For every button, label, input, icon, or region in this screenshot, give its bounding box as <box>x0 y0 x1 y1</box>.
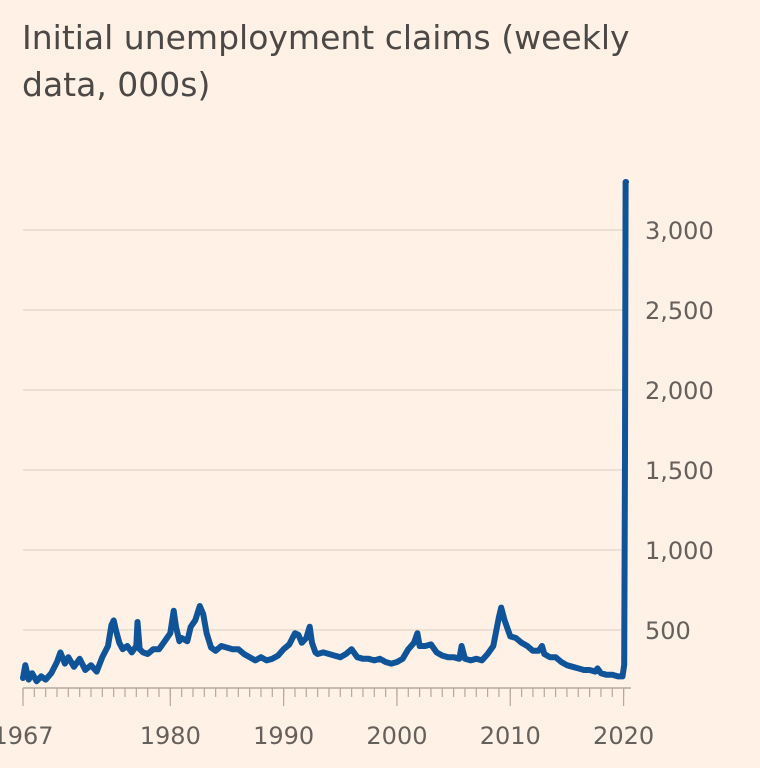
series-layer <box>20 179 630 685</box>
series-line-0 <box>20 179 630 685</box>
y-tick-label: 3,000 <box>645 217 714 245</box>
x-tick-label: 2010 <box>480 722 541 750</box>
x-axis: 1967 1980 1990 2000 2010 2020 <box>0 687 654 750</box>
y-tick-label: 1,000 <box>645 537 714 565</box>
chart-title: Initial unemployment claims (weekly data… <box>22 18 630 104</box>
x-tick-label: 1980 <box>140 722 201 750</box>
y-tick-label: 2,500 <box>645 297 714 325</box>
y-axis-tick-labels: 500 1,000 1,500 2,000 2,500 3,000 <box>645 217 714 645</box>
x-tick-label: 1967 <box>0 722 54 750</box>
x-tick-label: 2000 <box>366 722 427 750</box>
x-tick-label: 1990 <box>253 722 314 750</box>
grid-lines <box>23 229 627 631</box>
y-tick-label: 2,000 <box>645 377 714 405</box>
x-tick-label: 2020 <box>593 722 654 750</box>
y-tick-label: 1,500 <box>645 457 714 485</box>
y-tick-label: 500 <box>645 617 691 645</box>
